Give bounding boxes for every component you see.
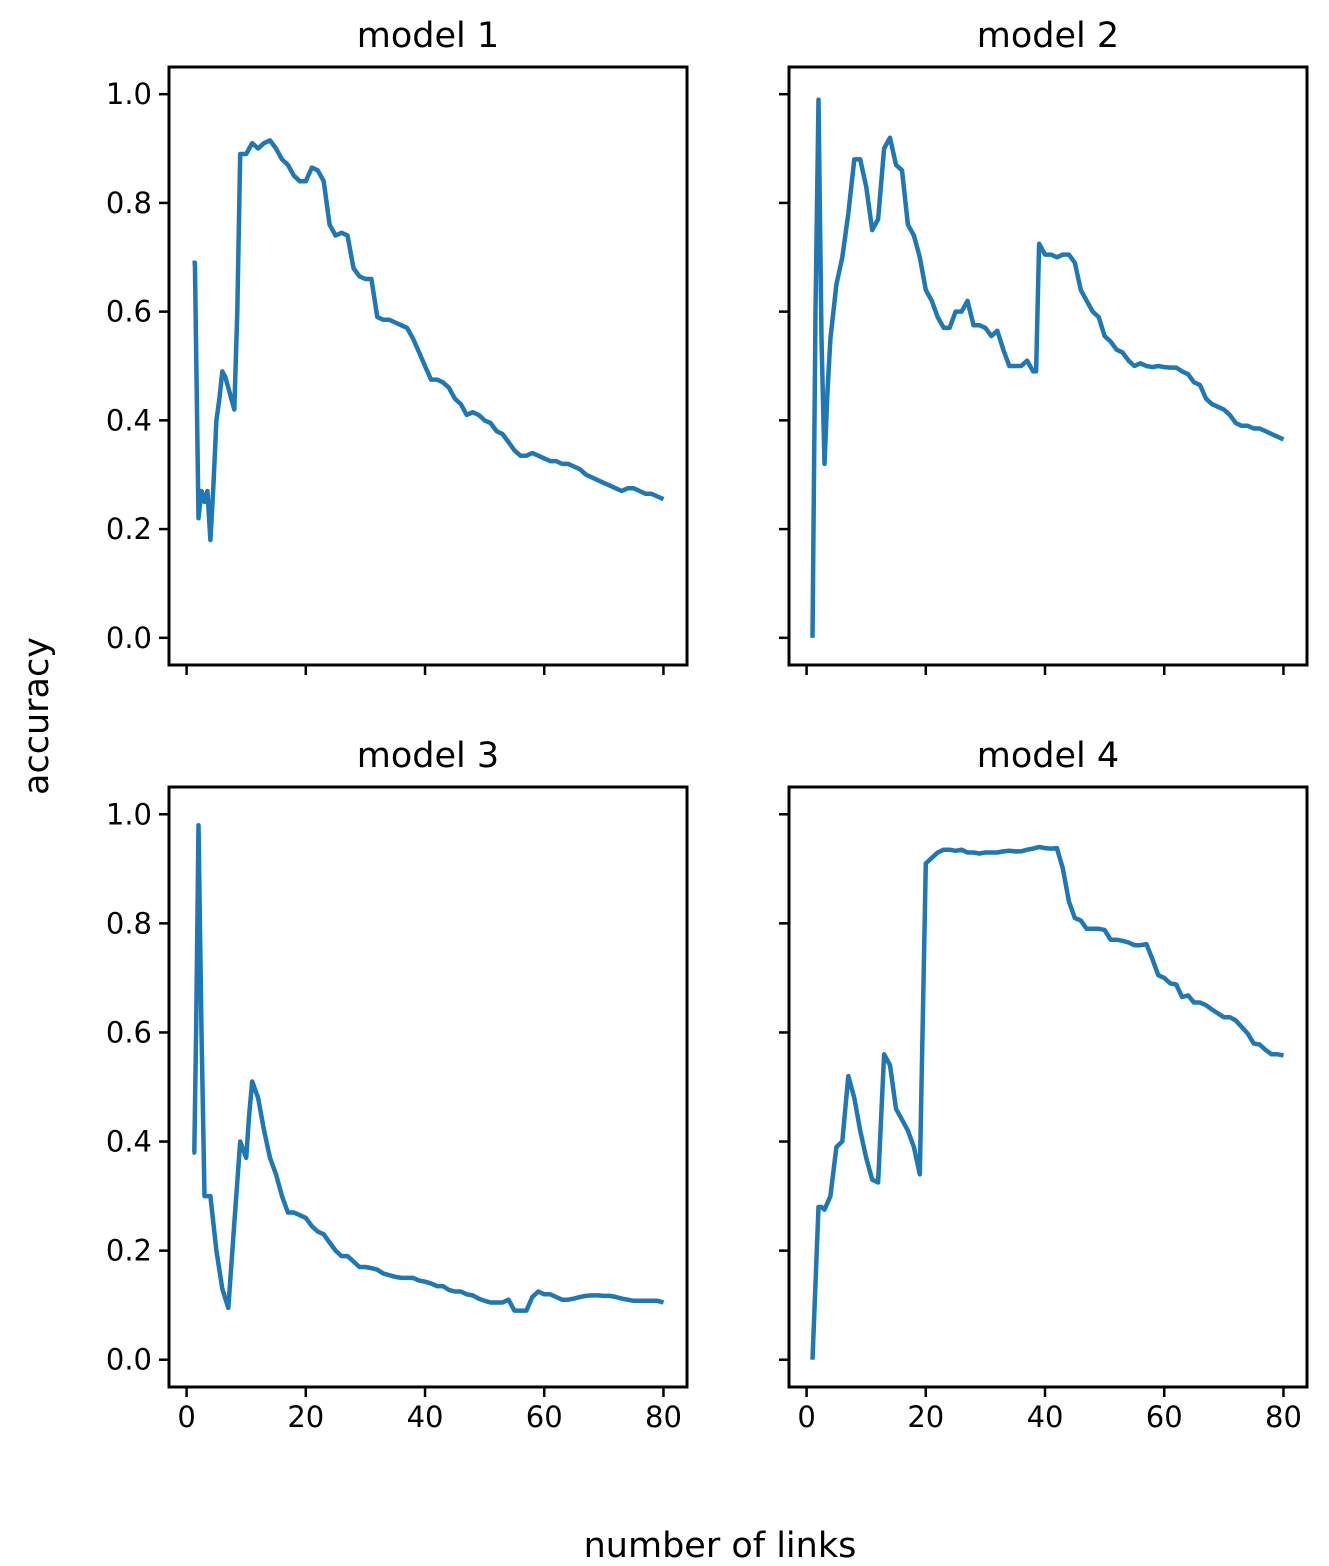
- y-tick-label: 0.0: [106, 621, 152, 655]
- y-tick-label: 0.8: [106, 906, 152, 940]
- x-tick-label: 20: [287, 1400, 324, 1434]
- figure-x-axis-label: number of links: [584, 1526, 857, 1566]
- y-tick-label: 0.6: [106, 1015, 152, 1049]
- series-line-model-2: [810, 97, 1285, 638]
- y-tick-label: 0.6: [106, 295, 152, 329]
- x-tick-label: 60: [526, 1400, 563, 1434]
- panel-model-3: model 3 0.0 0.2 0.4 0.6 0.8 1.0 0 20 40 60 80: [106, 736, 689, 1434]
- x-tick-label: 60: [1146, 1400, 1183, 1434]
- panel-title: model 3: [357, 736, 499, 776]
- x-tick-label: 0: [177, 1400, 195, 1434]
- panel-title: model 4: [977, 736, 1119, 776]
- x-tick-label: 40: [407, 1400, 444, 1434]
- y-tick-label: 0.4: [106, 1125, 152, 1159]
- figure-y-axis-label: accuracy: [17, 637, 57, 795]
- y-tick-label: 1.0: [106, 797, 152, 831]
- axes-frame: [167, 785, 689, 1389]
- y-tick-label: 0.2: [106, 1234, 152, 1268]
- series-line-model-1: [192, 138, 665, 543]
- panel-model-4: model 4 0 20 40 60 80: [779, 736, 1309, 1434]
- panel-title: model 1: [357, 16, 499, 56]
- x-tick-label: 80: [645, 1400, 682, 1434]
- axes-frame: [787, 785, 1309, 1389]
- x-tick-label: 0: [797, 1400, 815, 1434]
- axes-frame: [787, 65, 1309, 667]
- y-tick-label: 0.4: [106, 403, 152, 437]
- series-line-model-4: [810, 844, 1284, 1360]
- axes-frame: [167, 65, 689, 667]
- panel-model-1: model 1 0.0 0.2 0.4 0.6 0.8 1.0: [106, 16, 689, 675]
- x-tick-label: 40: [1027, 1400, 1064, 1434]
- panels: model 1 0.0 0.2 0.4 0.6 0.8 1.0 model 2 model 3 0…: [106, 16, 1309, 1434]
- y-tick-label: 0.0: [106, 1343, 152, 1377]
- y-tick-label: 0.2: [106, 512, 152, 546]
- y-tick-label: 1.0: [106, 77, 152, 111]
- x-tick-label: 20: [907, 1400, 944, 1434]
- series-line-model-3: [192, 822, 665, 1313]
- panel-model-2: model 2: [779, 16, 1309, 675]
- y-tick-label: 0.8: [106, 186, 152, 220]
- x-tick-label: 80: [1265, 1400, 1302, 1434]
- panel-title: model 2: [977, 16, 1119, 56]
